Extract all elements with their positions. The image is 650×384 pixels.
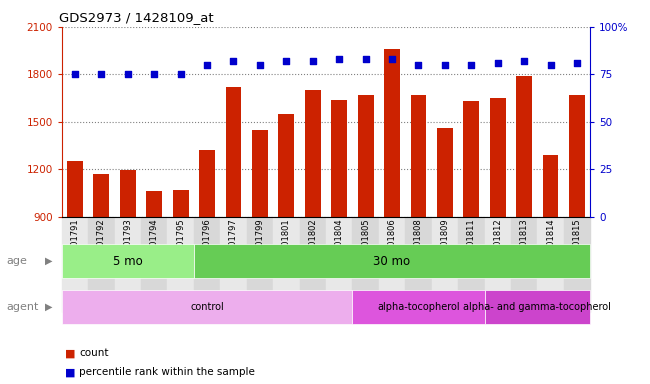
Point (387, 56, 397, 62)
Bar (463, 101, 479, 217)
Bar (114, 217, 141, 312)
Bar (384, 49, 400, 217)
Bar (358, 95, 374, 217)
Bar (484, 217, 511, 312)
Point (255, 62, 265, 68)
Bar (252, 130, 268, 217)
Point (96, 71, 107, 78)
Text: ▶: ▶ (44, 256, 52, 266)
Bar (490, 98, 506, 217)
Point (307, 58, 318, 64)
Bar (326, 217, 352, 312)
Bar (411, 95, 426, 217)
Bar (141, 217, 168, 312)
Point (202, 62, 213, 68)
Bar (199, 151, 215, 217)
Bar (352, 217, 379, 312)
Text: alpha-tocopherol: alpha-tocopherol (377, 302, 460, 312)
Bar (168, 217, 194, 312)
Point (466, 62, 476, 68)
Bar (379, 217, 405, 312)
Text: alpha- and gamma-tocopherol: alpha- and gamma-tocopherol (463, 302, 611, 312)
Text: control: control (190, 302, 224, 312)
Bar (62, 217, 88, 312)
Bar (569, 95, 585, 217)
Point (519, 58, 529, 64)
Bar (405, 217, 432, 312)
Bar (300, 217, 326, 312)
Point (149, 71, 159, 78)
Point (360, 56, 370, 62)
Text: GDS2973 / 1428109_at: GDS2973 / 1428109_at (59, 11, 214, 24)
Text: age: age (6, 256, 27, 266)
Point (439, 62, 450, 68)
Point (413, 62, 424, 68)
Bar (67, 161, 83, 217)
Bar (432, 217, 458, 312)
Bar (332, 100, 347, 217)
Point (176, 71, 186, 78)
Bar (247, 217, 273, 312)
Point (493, 60, 503, 66)
Bar (278, 114, 294, 217)
Bar (173, 190, 188, 217)
Bar (273, 217, 300, 312)
Bar (511, 217, 538, 312)
Bar (437, 128, 453, 217)
Bar (516, 76, 532, 217)
Bar (220, 217, 247, 312)
Text: ■: ■ (65, 367, 75, 377)
Bar (120, 170, 136, 217)
Bar (564, 217, 590, 312)
Point (572, 60, 582, 66)
Point (545, 62, 556, 68)
Bar (194, 217, 220, 312)
Bar (226, 87, 241, 217)
Bar (94, 174, 109, 217)
Bar (538, 217, 564, 312)
Bar (458, 217, 484, 312)
Text: 5 mo: 5 mo (113, 255, 143, 268)
Point (123, 71, 133, 78)
Bar (543, 155, 558, 217)
Point (334, 56, 345, 62)
Text: percentile rank within the sample: percentile rank within the sample (79, 367, 255, 377)
Point (281, 58, 292, 64)
Text: ▶: ▶ (44, 302, 52, 312)
Point (228, 58, 239, 64)
Bar (305, 90, 320, 217)
Text: ■: ■ (65, 348, 75, 358)
Text: agent: agent (6, 302, 39, 312)
Bar (146, 191, 162, 217)
Point (70, 71, 80, 78)
Bar (88, 217, 114, 312)
Text: count: count (79, 348, 109, 358)
Text: 30 mo: 30 mo (374, 255, 411, 268)
